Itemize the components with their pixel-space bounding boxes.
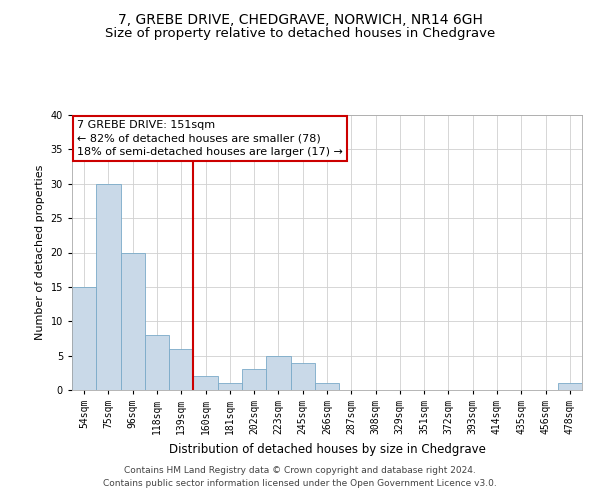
Bar <box>290 362 315 390</box>
Bar <box>72 287 96 390</box>
Bar <box>242 370 266 390</box>
Y-axis label: Number of detached properties: Number of detached properties <box>35 165 45 340</box>
X-axis label: Distribution of detached houses by size in Chedgrave: Distribution of detached houses by size … <box>169 442 485 456</box>
Bar <box>145 335 169 390</box>
Text: Contains HM Land Registry data © Crown copyright and database right 2024.
Contai: Contains HM Land Registry data © Crown c… <box>103 466 497 487</box>
Bar <box>121 252 145 390</box>
Bar <box>193 376 218 390</box>
Bar <box>96 184 121 390</box>
Text: 7 GREBE DRIVE: 151sqm
← 82% of detached houses are smaller (78)
18% of semi-deta: 7 GREBE DRIVE: 151sqm ← 82% of detached … <box>77 120 343 157</box>
Bar <box>558 383 582 390</box>
Bar <box>169 349 193 390</box>
Text: 7, GREBE DRIVE, CHEDGRAVE, NORWICH, NR14 6GH: 7, GREBE DRIVE, CHEDGRAVE, NORWICH, NR14… <box>118 12 482 26</box>
Bar <box>266 356 290 390</box>
Bar <box>315 383 339 390</box>
Text: Size of property relative to detached houses in Chedgrave: Size of property relative to detached ho… <box>105 28 495 40</box>
Bar <box>218 383 242 390</box>
